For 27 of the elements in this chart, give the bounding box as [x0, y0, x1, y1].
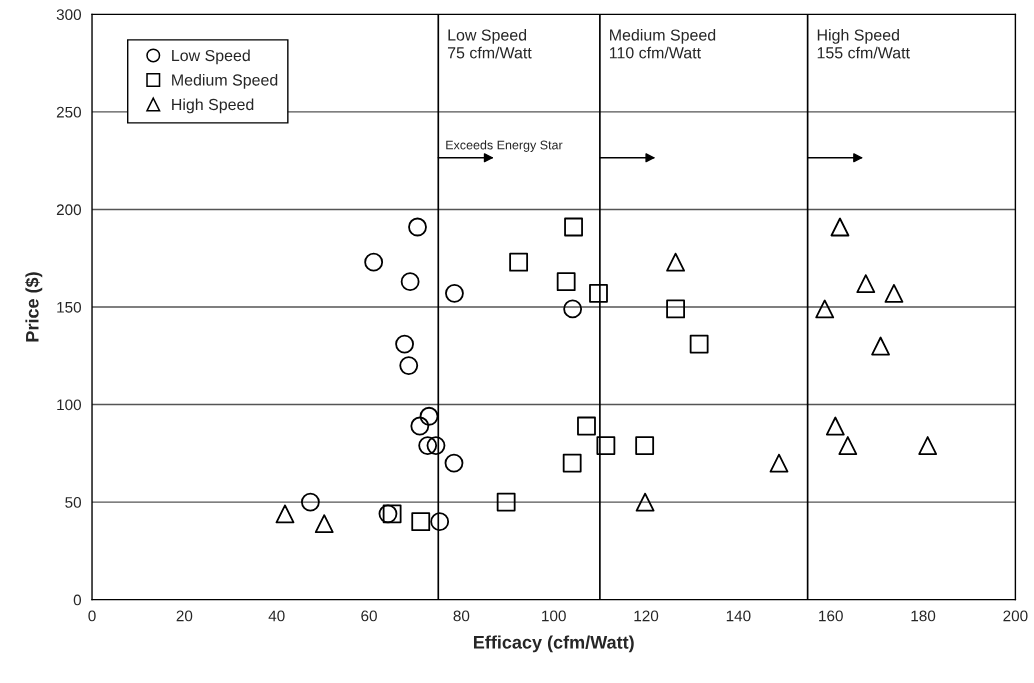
legend-label: Low Speed — [172, 49, 250, 65]
x-tick-label: 40 — [268, 610, 285, 622]
legend-label: Medium Speed — [172, 73, 278, 89]
x-tick-label: 20 — [176, 610, 193, 622]
annotation: Exceeds Energy Star — [446, 140, 563, 152]
x-tick-label: 120 — [634, 610, 659, 622]
x-tick-label: 160 — [819, 610, 843, 622]
y-tick-label: 150 — [57, 301, 82, 313]
x-tick-label: 200 — [1003, 610, 1028, 622]
y-tick-label: 250 — [56, 106, 82, 118]
x-tick-label: 80 — [453, 610, 470, 622]
y-axis-title: Price ($) — [25, 272, 43, 342]
y-tick-label: 200 — [56, 204, 82, 216]
ref-line-label: High Speed 155 cfm/Watt — [817, 28, 910, 59]
x-tick-label: 60 — [361, 610, 377, 622]
y-tick-label: 50 — [65, 496, 82, 508]
y-tick-label: 0 — [73, 594, 82, 606]
ref-line-label: Medium Speed 110 cfm/Watt — [609, 28, 716, 59]
ref-line-label: Low Speed 75 cfm/Watt — [447, 28, 532, 59]
x-tick-label: 100 — [542, 610, 566, 622]
x-tick-label: 180 — [911, 610, 936, 622]
x-tick-label: 140 — [726, 610, 751, 622]
x-tick-label: 0 — [88, 610, 96, 622]
legend-label: High Speed — [172, 98, 254, 114]
x-axis-title: Efficacy (cfm/Watt) — [473, 635, 634, 653]
y-tick-label: 100 — [57, 399, 82, 411]
y-tick-label: 300 — [56, 9, 82, 21]
